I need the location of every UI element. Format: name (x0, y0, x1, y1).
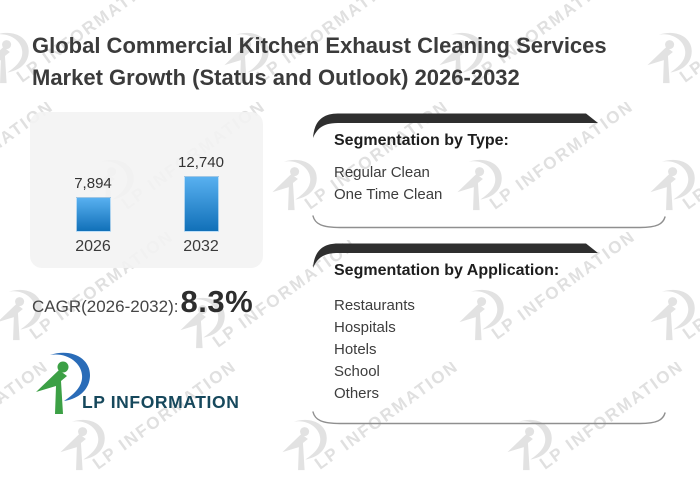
application-item: Others (334, 385, 380, 402)
lp-logo-wordmark: LP INFORMATION (82, 392, 240, 412)
page-title-line-1: Global Commercial Kitchen Exhaust Cleani… (32, 33, 607, 58)
lp-logo-icon (32, 348, 96, 421)
market-size-chart-card: 7,894 2026 12,740 2032 (30, 112, 263, 268)
bar-value-label: 12,740 (178, 154, 224, 171)
panel-item-list: Regular Clean One Time Clean (334, 162, 442, 206)
cagr-label: CAGR(2026-2032): (32, 297, 179, 316)
watermark-text: LP INFORMATION (679, 232, 700, 343)
bar-category-label: 2026 (75, 238, 111, 255)
bar-group-2032: 12,740 2032 (166, 154, 236, 256)
application-item: Hotels (334, 341, 377, 358)
panel-bottom-line (312, 215, 666, 229)
bar-group-2026: 7,894 2026 (58, 175, 128, 256)
type-item: One Time Clean (334, 186, 443, 203)
page-title: Global Commercial Kitchen Exhaust Cleani… (32, 30, 672, 94)
panel-bottom-line (312, 411, 666, 425)
panel-heading: Segmentation by Type: (334, 132, 509, 149)
watermark-text: LP INFORMATION (679, 102, 700, 213)
segmentation-by-application-panel: Segmentation by Application: Restaurants… (310, 240, 668, 428)
type-item: Regular Clean (334, 164, 430, 181)
cagr-value: 8.3% (180, 284, 254, 319)
panel-header-swoosh (313, 113, 598, 138)
panel-heading: Segmentation by Application: (334, 262, 560, 279)
bar-2032 (183, 176, 219, 232)
bar-category-label: 2032 (183, 238, 219, 255)
lp-information-logo: LP INFORMATION (32, 348, 239, 421)
bar-2026 (75, 197, 111, 232)
bar-value-label: 7,894 (74, 175, 112, 192)
segmentation-by-type-panel: Segmentation by Type: Regular Clean One … (310, 110, 668, 232)
cagr-row: CAGR(2026-2032): 8.3% (32, 284, 253, 320)
application-item: Hospitals (334, 319, 396, 336)
panel-header-swoosh (313, 243, 598, 268)
application-item: School (334, 363, 380, 380)
watermark-text: LP INFORMATION (676, 0, 700, 86)
page-title-line-2: Market Growth (Status and Outlook) 2026-… (32, 65, 520, 90)
panel-item-list: Restaurants Hospitals Hotels School Othe… (334, 295, 415, 405)
application-item: Restaurants (334, 297, 415, 314)
